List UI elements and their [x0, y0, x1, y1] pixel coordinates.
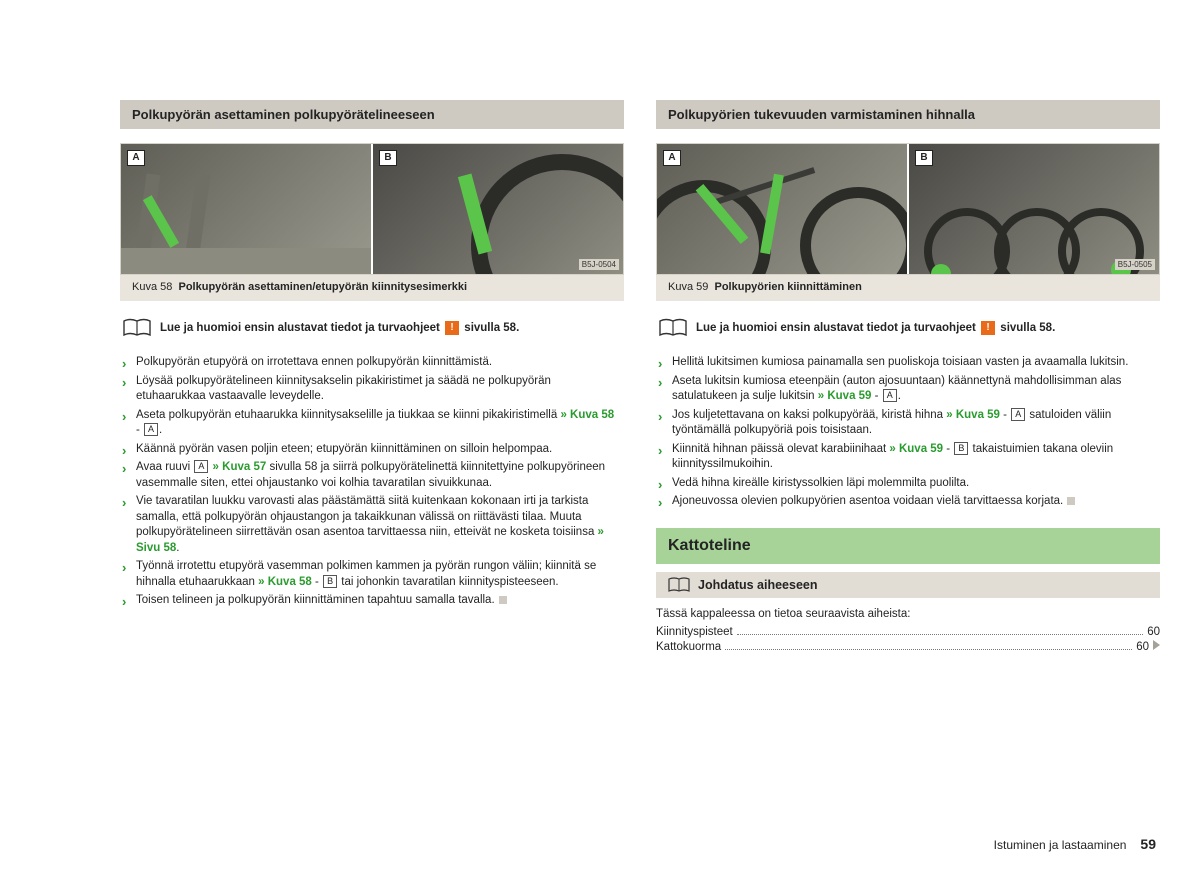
book-icon — [668, 577, 690, 593]
list-item: Vie tavaratilan luukku varovasti alas pä… — [122, 494, 620, 556]
list-item: Hellitä lukitsimen kumiosa painamalla se… — [658, 355, 1156, 371]
section-header: Polkupyörän asettaminen polkupyöräteline… — [120, 100, 624, 129]
section-header: Polkupyörien tukevuuden varmistaminen hi… — [656, 100, 1160, 129]
toc-line: Kattokuorma60 — [656, 640, 1160, 653]
figure-code: B5J-0505 — [1115, 259, 1155, 270]
list-item: Käännä pyörän vasen poljin eteen; etupyö… — [122, 442, 620, 458]
list-item: Ajoneuvossa olevien polkupyörien asentoa… — [658, 494, 1156, 510]
book-icon — [658, 317, 688, 339]
figure-caption: Kuva 58 Polkupyörän asettaminen/etupyörä… — [120, 275, 624, 301]
list-item: Jos kuljetettavana on kaksi polkupyörää,… — [658, 408, 1156, 439]
list-item: Polkupyörän etupyörä on irrotettava enne… — [122, 355, 620, 371]
list-item: Löysää polkupyörätelineen kiinnitysaksel… — [122, 374, 620, 405]
list-item: Avaa ruuvi A » Kuva 57 sivulla 58 ja sii… — [122, 460, 620, 491]
book-icon — [122, 317, 152, 339]
chapter-title: Kattoteline — [656, 528, 1160, 564]
end-square-icon — [499, 596, 507, 604]
toc: Kiinnityspisteet60 Kattokuorma60 — [656, 626, 1160, 653]
list-item: Aseta polkupyörän etuhaarukka kiinnitysa… — [122, 408, 620, 439]
figure-59-a: A — [657, 144, 907, 274]
manual-page: Polkupyörän asettaminen polkupyöräteline… — [0, 0, 1200, 675]
figure-label: B — [379, 150, 397, 166]
left-column: Polkupyörän asettaminen polkupyöräteline… — [120, 100, 624, 655]
list-item: Työnnä irrotettu etupyörä vasemman polki… — [122, 559, 620, 590]
figure-58-b: B B5J-0504 — [373, 144, 623, 274]
figure-59-b: B B5J-0505 — [909, 144, 1159, 274]
read-first-notice: Lue ja huomioi ensin alustavat tiedot ja… — [120, 313, 624, 347]
list-item: Toisen telineen ja polkupyörän kiinnittä… — [122, 593, 620, 609]
figure-58: A B B5J-0504 — [120, 143, 624, 275]
figure-label: A — [127, 150, 145, 166]
sub-heading: Johdatus aiheeseen — [656, 572, 1160, 598]
end-square-icon — [1067, 497, 1075, 505]
list-item: Kiinnitä hihnan päissä olevat karabiinih… — [658, 442, 1156, 473]
toc-line: Kiinnityspisteet60 — [656, 626, 1160, 638]
toc-intro: Tässä kappaleessa on tietoa seuraavista … — [656, 608, 1160, 620]
figure-label: B — [915, 150, 933, 166]
continue-icon — [1153, 640, 1160, 650]
figure-code: B5J-0504 — [579, 259, 619, 270]
figure-58-a: A — [121, 144, 371, 274]
figure-caption: Kuva 59 Polkupyörien kiinnittäminen — [656, 275, 1160, 301]
warning-icon: ! — [981, 321, 995, 335]
warning-icon: ! — [445, 321, 459, 335]
instruction-list: Polkupyörän etupyörä on irrotettava enne… — [120, 355, 624, 609]
instruction-list: Hellitä lukitsimen kumiosa painamalla se… — [656, 355, 1160, 510]
right-column: Polkupyörien tukevuuden varmistaminen hi… — [656, 100, 1160, 655]
list-item: Vedä hihna kireälle kiristyssolkien läpi… — [658, 476, 1156, 492]
read-first-notice: Lue ja huomioi ensin alustavat tiedot ja… — [656, 313, 1160, 347]
list-item: Aseta lukitsin kumiosa eteenpäin (auton … — [658, 374, 1156, 405]
figure-59: A B B5J-0505 — [656, 143, 1160, 275]
page-footer: Istuminen ja lastaaminen59 — [994, 836, 1156, 852]
figure-label: A — [663, 150, 681, 166]
